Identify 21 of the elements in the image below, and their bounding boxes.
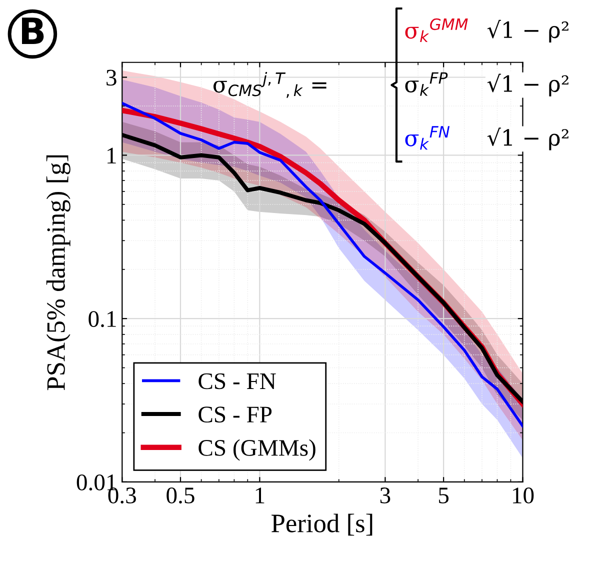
- text: √1 − ρ²: [487, 20, 568, 43]
- annotation: √1 − ρ²: [487, 74, 568, 96]
- annotation: σ$_{k}$$^{FP}$: [405, 72, 448, 96]
- legend-label: CS - FP: [198, 406, 272, 423]
- legend-label: CS (GMMs): [198, 439, 316, 461]
- x-tick-label: 0.5: [166, 487, 194, 504]
- legend-label: CS - FN: [198, 373, 276, 390]
- text: σ$_{k}$$^{GMM}$: [405, 18, 468, 42]
- x-tick-label: 1: [256, 488, 264, 504]
- text: B: [22, 18, 44, 44]
- x-tick-label: 5: [439, 488, 449, 504]
- y-tick-label: 1: [108, 148, 116, 164]
- y-axis-title: PSA(5% damping) [g]: [46, 155, 70, 390]
- annotation: σ$_{k}$$^{FN}$: [405, 126, 450, 150]
- x-axis-title: Period [s]: [272, 514, 372, 536]
- annotation: σ$_{CMS}$$^{j,T}$$_{,k}$ =: [214, 72, 326, 98]
- y-tick-label: 3: [106, 70, 116, 86]
- x-tick-label: 3: [380, 488, 390, 504]
- x-tick-label: 10: [513, 487, 534, 504]
- y-tick-label: 0.1: [88, 311, 116, 328]
- annotation: √1 − ρ²: [487, 128, 568, 150]
